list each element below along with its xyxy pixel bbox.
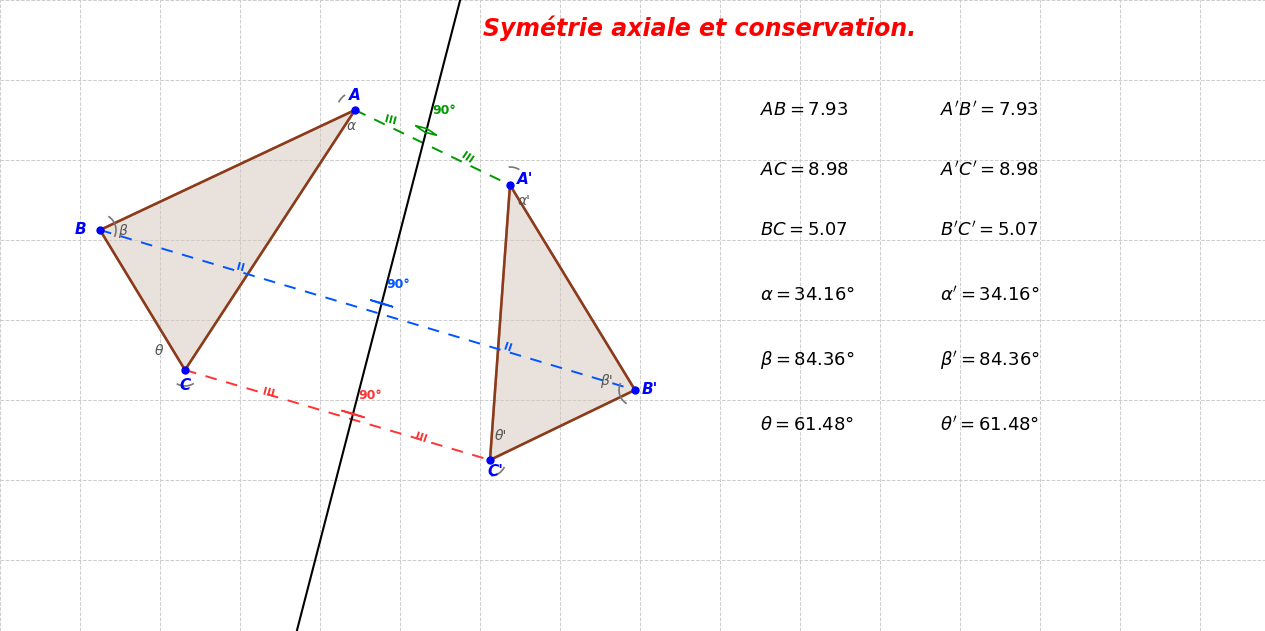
Text: $AC = 8.98$: $AC = 8.98$ xyxy=(760,161,849,179)
Text: α: α xyxy=(347,119,357,133)
Text: α': α' xyxy=(517,194,531,208)
Text: B': B' xyxy=(641,382,658,398)
Text: $AB = 7.93$: $AB = 7.93$ xyxy=(760,101,849,119)
Text: θ': θ' xyxy=(495,429,507,443)
Polygon shape xyxy=(100,110,355,370)
Text: 90°: 90° xyxy=(358,389,382,402)
Text: C: C xyxy=(180,377,191,392)
Text: A: A xyxy=(349,88,361,102)
Text: $A'C' = 8.98$: $A'C' = 8.98$ xyxy=(940,160,1039,179)
Text: $\alpha' = 34.16°$: $\alpha' = 34.16°$ xyxy=(940,285,1040,305)
Text: B: B xyxy=(75,223,86,237)
Text: $\beta = 84.36°$: $\beta = 84.36°$ xyxy=(760,349,854,371)
Text: θ: θ xyxy=(156,344,163,358)
Text: $\alpha = 34.16°$: $\alpha = 34.16°$ xyxy=(760,286,855,304)
Text: C': C' xyxy=(487,464,503,480)
Polygon shape xyxy=(490,185,635,460)
Text: Symétrie axiale et conservation.: Symétrie axiale et conservation. xyxy=(483,15,917,41)
Text: β': β' xyxy=(600,374,612,388)
Text: $\beta' = 84.36°$: $\beta' = 84.36°$ xyxy=(940,348,1040,372)
Text: A': A' xyxy=(517,172,533,187)
Text: $\theta' = 61.48°$: $\theta' = 61.48°$ xyxy=(940,415,1040,435)
Text: 90°: 90° xyxy=(387,278,410,292)
Text: $BC = 5.07$: $BC = 5.07$ xyxy=(760,221,848,239)
Text: β: β xyxy=(118,224,126,238)
Text: 90°: 90° xyxy=(431,104,455,117)
Text: $B'C' = 5.07$: $B'C' = 5.07$ xyxy=(940,220,1039,240)
Text: $A'B' = 7.93$: $A'B' = 7.93$ xyxy=(940,100,1039,119)
Text: $\theta = 61.48°$: $\theta = 61.48°$ xyxy=(760,416,854,434)
